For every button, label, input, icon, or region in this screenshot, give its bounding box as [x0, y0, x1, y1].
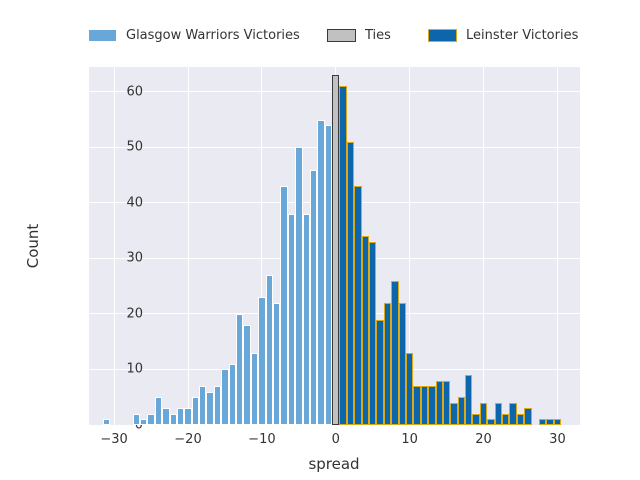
y-tick-label: 10 — [126, 361, 143, 377]
histogram-bar-glasgow — [162, 408, 170, 425]
histogram-bar-leinster — [487, 419, 495, 425]
legend-item-ties: Ties — [327, 22, 391, 48]
x-axis-label: spread — [308, 455, 360, 473]
gridline-vertical — [556, 67, 558, 425]
histogram-bar-leinster — [472, 413, 480, 425]
histogram-bar-glasgow — [243, 325, 251, 425]
legend-label-leinster: Leinster Victories — [466, 27, 579, 43]
legend-label-ties: Ties — [365, 27, 391, 43]
x-tick-label: 0 — [331, 432, 340, 447]
histogram-bar-glasgow — [184, 408, 192, 425]
histogram-bar-glasgow — [139, 419, 148, 425]
histogram-bar-leinster — [361, 236, 370, 425]
histogram-bar-glasgow — [250, 352, 259, 425]
y-tick-label: 40 — [126, 195, 143, 211]
histogram-bar-glasgow — [169, 413, 177, 425]
histogram-bar-glasgow — [213, 386, 222, 425]
histogram-bar-glasgow — [324, 125, 333, 425]
histogram-bar-leinster — [546, 419, 554, 425]
x-tick-label: 10 — [401, 432, 418, 447]
legend-label-glasgow: Glasgow Warriors Victories — [126, 27, 300, 43]
histogram-bar-leinster — [538, 419, 547, 425]
histogram-bar-glasgow — [176, 408, 185, 425]
y-tick-label: 60 — [126, 84, 143, 100]
histogram-bar-leinster — [428, 386, 436, 425]
histogram-bar-leinster — [339, 86, 347, 425]
histogram-bar-leinster — [465, 375, 473, 425]
histogram-bar-glasgow — [258, 297, 266, 425]
histogram-bar-glasgow — [236, 313, 244, 425]
histogram-bar-glasgow — [199, 386, 207, 425]
histogram-bar-leinster — [391, 280, 399, 425]
histogram-bar-glasgow — [309, 169, 318, 425]
x-tick-label: 30 — [549, 432, 566, 447]
legend-item-glasgow: Glasgow Warriors Victories — [88, 22, 300, 48]
histogram-bar-leinster — [479, 402, 488, 425]
histogram-bar-leinster — [524, 408, 532, 425]
glasgow-swatch — [88, 28, 117, 42]
histogram-bar-leinster — [405, 352, 414, 425]
histogram-bar-leinster — [502, 413, 510, 425]
y-tick-label: 0 — [134, 417, 143, 433]
histogram-bar-leinster — [376, 319, 384, 425]
histogram-bar-ties — [332, 75, 340, 425]
gridline-vertical — [409, 67, 411, 425]
gridline-vertical — [187, 67, 189, 425]
legend: Glasgow Warriors Victories Ties Leinster… — [0, 22, 640, 48]
histogram-bar-glasgow — [280, 186, 288, 425]
histogram-bar-glasgow — [265, 275, 273, 425]
gridline-vertical — [261, 67, 263, 425]
y-tick-label: 20 — [126, 306, 143, 322]
histogram-bar-leinster — [494, 402, 503, 425]
gridline-vertical — [113, 67, 115, 425]
histogram-bar-glasgow — [317, 119, 325, 425]
histogram-bar-glasgow — [272, 302, 281, 425]
y-tick-label: 30 — [126, 250, 143, 266]
plot-area — [89, 67, 580, 426]
gridline-vertical — [483, 67, 485, 425]
x-tick-label: −20 — [174, 432, 202, 447]
histogram-bar-leinster — [442, 380, 451, 425]
histogram-bar-glasgow — [228, 363, 237, 425]
histogram-bar-glasgow — [132, 413, 140, 425]
histogram-bar-leinster — [354, 186, 362, 425]
histogram-bar-leinster — [457, 397, 466, 425]
histogram-bar-leinster — [435, 380, 443, 425]
histogram-bar-leinster — [553, 419, 562, 425]
histogram-bar-glasgow — [191, 397, 200, 425]
histogram-bar-leinster — [509, 402, 517, 425]
histogram-bar-leinster — [398, 302, 406, 425]
histogram-bar-glasgow — [287, 214, 296, 425]
histogram-bar-leinster — [369, 241, 377, 425]
y-axis-label: Count — [24, 223, 42, 269]
histogram-bar-glasgow — [206, 391, 214, 425]
histogram-bar-glasgow — [295, 147, 303, 425]
y-tick-label: 50 — [126, 139, 143, 155]
histogram-bar-leinster — [413, 386, 421, 425]
histogram-bar-glasgow — [302, 214, 310, 425]
histogram-bar-leinster — [450, 402, 458, 425]
gridline-horizontal — [89, 424, 580, 426]
histogram-bar-leinster — [516, 413, 525, 425]
histogram-bar-glasgow — [103, 419, 111, 425]
ties-swatch — [327, 28, 356, 42]
x-tick-label: 20 — [475, 432, 492, 447]
legend-item-leinster: Leinster Victories — [428, 22, 578, 48]
histogram-bar-glasgow — [147, 413, 155, 425]
leinster-swatch — [428, 28, 457, 42]
histogram-bar-leinster — [420, 386, 429, 425]
x-tick-label: −10 — [248, 432, 276, 447]
histogram-bar-leinster — [383, 302, 392, 425]
histogram-bar-glasgow — [154, 397, 163, 425]
histogram-bar-glasgow — [221, 369, 229, 425]
histogram-bar-leinster — [346, 141, 355, 425]
x-tick-label: −30 — [100, 432, 128, 447]
